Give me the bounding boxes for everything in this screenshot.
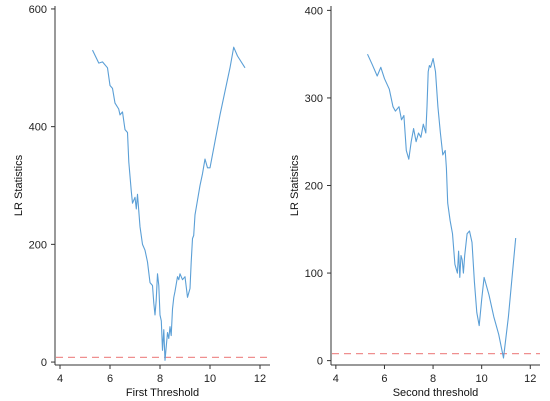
x-tick-label: 12 [524,373,536,385]
y-axis-title: LR Statistics [289,154,301,216]
x-tick-label: 8 [430,373,436,385]
x-tick-label: 10 [204,373,216,385]
y-tick-label: 200 [29,239,47,251]
x-tick-label: 12 [254,373,266,385]
y-axis-title: LR Statistics [13,154,25,216]
x-tick-label: 6 [107,373,113,385]
y-tick-label: 0 [41,357,47,369]
lr-statistics-line [366,53,517,359]
x-tick-label: 8 [157,373,163,385]
axis-ticks: 4 6 8 10 12 0 200 400 600 [29,4,266,385]
x-tick-label: 4 [57,373,63,385]
chart-panel-first-threshold: 4 6 8 10 12 0 200 400 600 First Threshold LR Sta… [13,4,270,399]
x-axis-title: First Threshold [126,387,199,399]
y-tick-label: 100 [305,268,323,280]
y-tick-label: 600 [29,4,47,16]
axis-ticks: 4 6 8 10 12 0 100 200 300 400 [305,5,537,385]
y-tick-label: 300 [305,93,323,105]
x-axis-title: Second threshold [393,387,479,399]
chart-panel-second-threshold: 4 6 8 10 12 0 100 200 300 400 Second threshold LR… [289,5,540,399]
y-tick-label: 200 [305,181,323,193]
x-tick-label: 6 [381,373,387,385]
y-tick-label: 400 [305,5,323,17]
x-tick-label: 10 [476,373,488,385]
y-tick-label: 0 [317,356,323,368]
x-tick-label: 4 [333,373,339,385]
y-tick-label: 400 [29,122,47,134]
lr-statistics-line [92,46,246,361]
